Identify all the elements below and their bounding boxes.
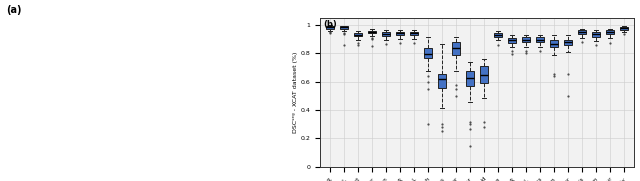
PathPatch shape	[368, 31, 376, 33]
PathPatch shape	[606, 30, 614, 34]
PathPatch shape	[550, 40, 557, 47]
PathPatch shape	[382, 32, 390, 36]
PathPatch shape	[438, 73, 445, 88]
PathPatch shape	[620, 27, 628, 30]
PathPatch shape	[578, 30, 586, 34]
PathPatch shape	[354, 33, 362, 37]
PathPatch shape	[592, 32, 600, 37]
PathPatch shape	[522, 37, 530, 42]
PathPatch shape	[340, 26, 348, 29]
PathPatch shape	[410, 32, 418, 35]
PathPatch shape	[564, 40, 572, 45]
PathPatch shape	[424, 48, 431, 58]
PathPatch shape	[494, 33, 502, 37]
Y-axis label: DSCˢᵉᵍ - XCAT dataset (%): DSCˢᵉᵍ - XCAT dataset (%)	[292, 52, 298, 133]
PathPatch shape	[536, 37, 543, 42]
PathPatch shape	[466, 71, 474, 86]
PathPatch shape	[508, 38, 516, 43]
PathPatch shape	[452, 42, 460, 55]
PathPatch shape	[396, 32, 404, 35]
PathPatch shape	[326, 26, 333, 29]
Text: (b): (b)	[323, 20, 337, 29]
PathPatch shape	[480, 66, 488, 83]
Text: (a): (a)	[6, 5, 22, 15]
